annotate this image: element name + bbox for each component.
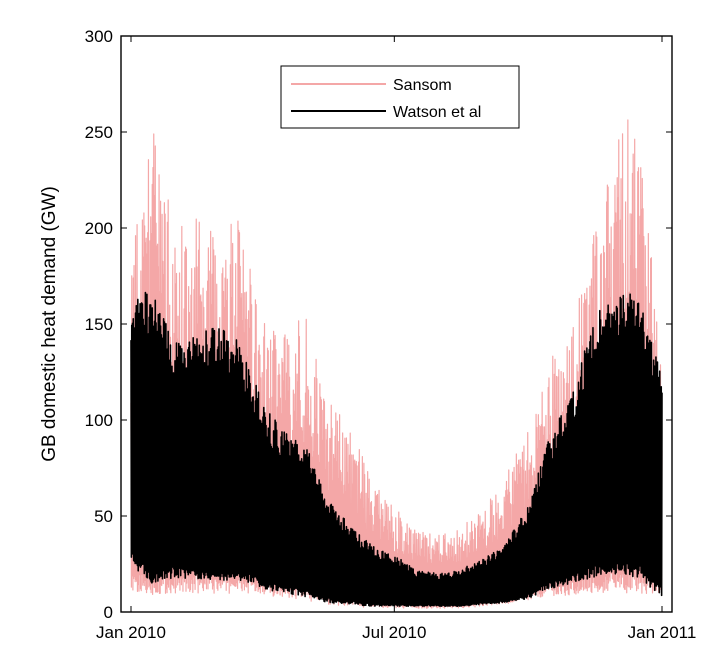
y-tick-label: 100 xyxy=(85,411,113,430)
series-line-watson xyxy=(130,291,663,608)
axis-ticks: 0 50 100 150 200 250 300 Jan 2010 Jul 2010 Jan 20… xyxy=(85,27,697,642)
plot-area xyxy=(130,119,663,609)
y-tick-label: 0 xyxy=(104,603,113,622)
x-tick-label: Jan 2010 xyxy=(96,623,166,642)
y-tick-label: 50 xyxy=(94,507,113,526)
x-tick-label: Jul 2010 xyxy=(362,623,426,642)
legend-label-watson: Watson et al xyxy=(393,104,481,121)
legend-label-sansom: Sansom xyxy=(393,77,452,94)
y-tick-label: 150 xyxy=(85,315,113,334)
legend-box xyxy=(280,65,520,129)
y-tick-label: 300 xyxy=(85,27,113,46)
y-tick-label: 200 xyxy=(85,219,113,238)
x-tick-label: Jan 2011 xyxy=(628,623,697,642)
legend: Sansom Watson et al xyxy=(280,65,520,129)
y-tick-label: 250 xyxy=(85,123,113,142)
y-axis-label: GB domestic heat demand (GW) xyxy=(39,186,60,462)
